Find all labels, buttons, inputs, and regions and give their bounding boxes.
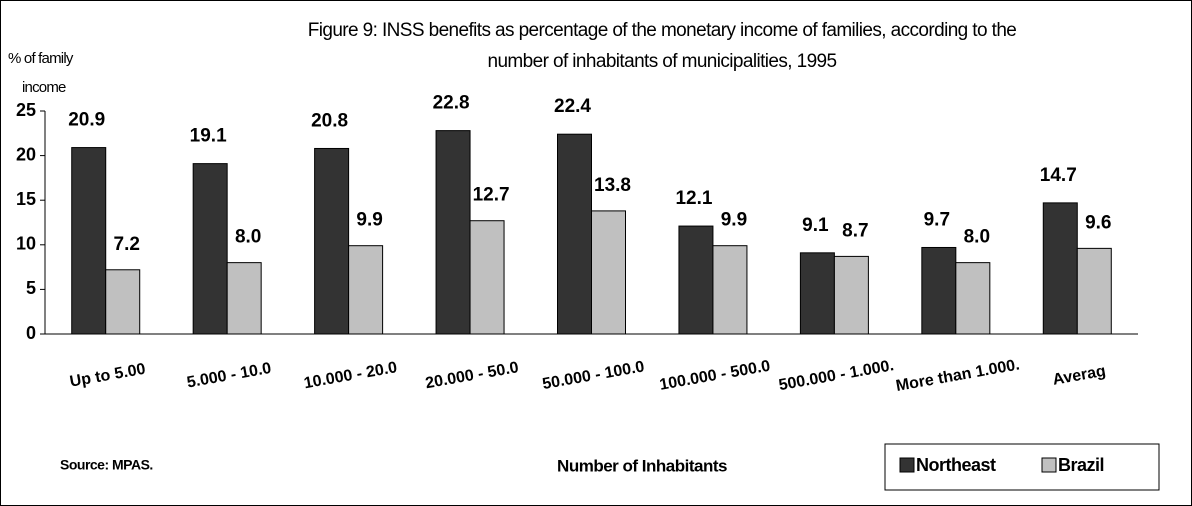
data-label: 13.8 [594,175,631,196]
bar [591,210,626,335]
bar [469,220,505,335]
data-label: 22.4 [554,96,591,117]
data-label: 8.0 [964,227,990,248]
bar [192,163,228,335]
data-label: 8.0 [235,227,261,248]
data-label: 22.8 [433,93,470,114]
y-tick-label: 10 [16,234,36,254]
bar [71,147,107,335]
bar [678,225,714,335]
y-tick-label: 15 [16,189,36,209]
x-tick-label: Up to 5.00 [69,361,147,391]
x-tick-label: More than 1.000. [895,356,1021,395]
data-label: 7.2 [114,234,140,255]
bar [955,262,991,335]
source: Source: MPAS. [60,457,153,473]
y-axis-label: % of family [8,50,74,67]
bar [314,147,350,335]
x-tick-label: 500.000 - 1.000. [777,357,895,394]
data-label: 20.9 [68,110,105,131]
x-axis-label: Number of Inhabitants [557,456,727,475]
legend-label: Brazil [1058,455,1104,475]
bar [226,262,262,335]
data-label: 20.8 [311,110,348,131]
bar [799,252,835,335]
data-label: 8.7 [842,220,868,241]
y-tick-label: 25 [16,100,36,120]
bar [435,130,471,335]
y-axis-label: income [22,79,66,96]
chart-title: Figure 9: INSS benefits as percentage of… [308,20,1017,41]
chart-title: number of inhabitants of municipalities,… [487,51,836,72]
bar [1076,247,1112,335]
bar [105,269,141,335]
bar [557,133,592,335]
x-tick-label: 20.000 - 50.0 [424,359,520,392]
x-tick-label: Averag [1051,363,1107,389]
y-tick-label: 20 [16,144,36,164]
legend-swatch [899,457,915,473]
legend-swatch [1041,457,1057,473]
bar [712,245,748,335]
x-tick-label: 10.000 - 20.0 [303,359,399,392]
legend-label: Northeast [916,455,996,475]
data-label: 9.9 [721,210,747,231]
data-label: 9.1 [802,215,829,236]
legend-box [884,443,1160,491]
bar [833,255,869,335]
y-tick-label: 5 [26,278,36,298]
x-tick-label: 5.000 - 10.0 [186,360,273,392]
bar [348,245,384,335]
x-tick-label: 50.000 - 100.0 [541,358,646,393]
data-label: 9.9 [356,210,382,231]
data-label: 9.7 [924,209,950,230]
data-label: 12.7 [473,185,510,206]
data-label: 19.1 [190,126,227,147]
data-label: 12.1 [675,188,712,209]
data-label: 9.6 [1085,212,1111,233]
bar [1042,202,1078,335]
x-tick-label: 100.000 - 500.0 [658,358,771,394]
data-label: 14.7 [1040,165,1077,186]
bar [921,246,957,335]
y-tick-label: 0 [26,323,36,343]
